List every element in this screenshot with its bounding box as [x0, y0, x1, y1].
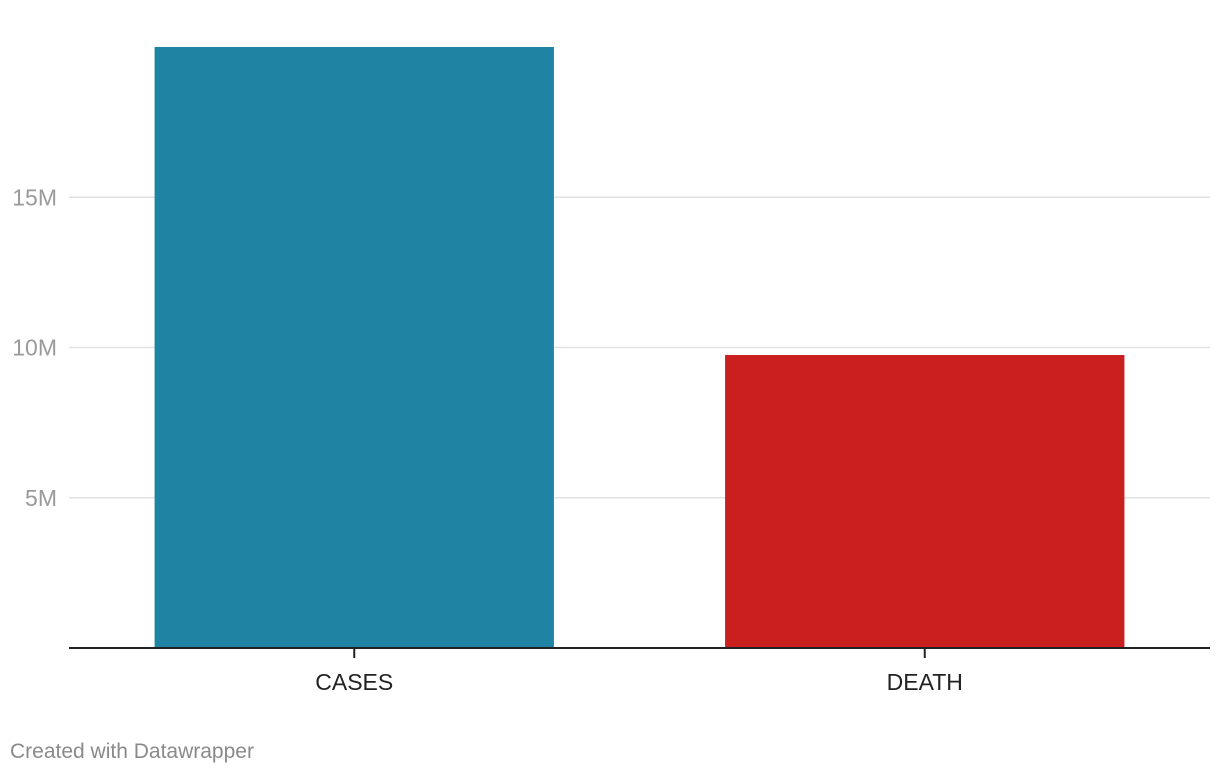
credit-text: Created with Datawrapper: [10, 740, 254, 763]
bar-cases: [154, 47, 554, 648]
bars: [154, 47, 1125, 648]
x-tick-label: DEATH: [887, 669, 963, 695]
y-tick-label: 15M: [12, 184, 57, 210]
bar-death: [725, 355, 1125, 648]
axes: 5M 10M 15M CASES DEATH: [12, 184, 1210, 695]
y-tick-label: 10M: [12, 335, 57, 361]
x-tick-label: CASES: [315, 669, 393, 695]
y-tick-label: 5M: [25, 485, 57, 511]
